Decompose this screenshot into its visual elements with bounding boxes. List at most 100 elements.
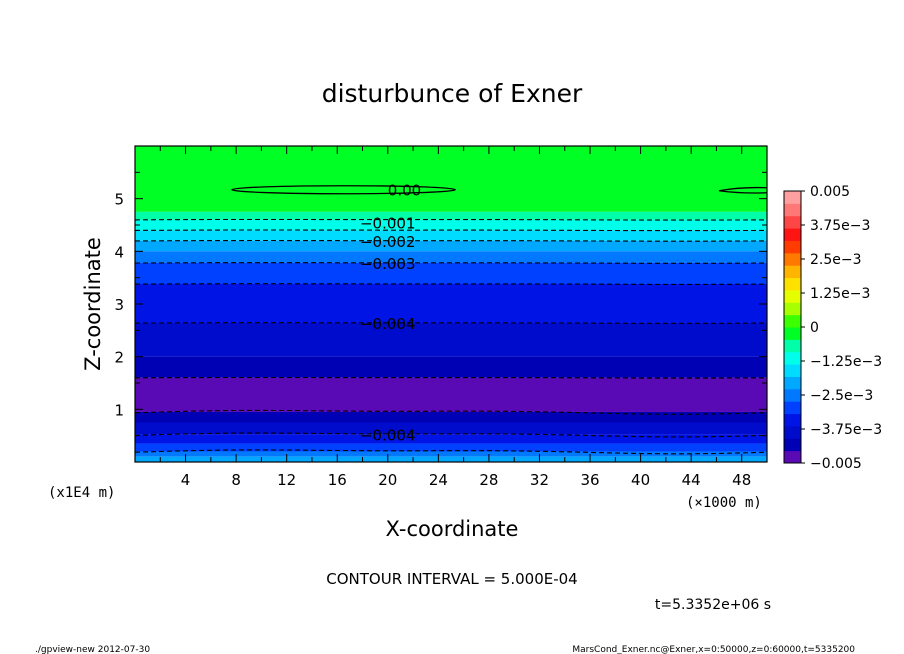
field-band-4 <box>135 240 767 252</box>
colorbar-cell-0 <box>784 450 801 464</box>
contour-lines <box>134 185 768 455</box>
y-tick-label: 3 <box>114 296 124 314</box>
dashed-contour-9 <box>134 449 768 455</box>
y-tick-label: 4 <box>114 243 124 261</box>
x-axis: 4 8 12 16 20 24 28 32 36 40 44 48 <box>159 146 768 489</box>
zero-contour-edge <box>718 186 768 194</box>
contour-interval-text: CONTOUR INTERVAL = 5.000E-04 <box>326 570 577 588</box>
colorbar-tick-label: −0.005 <box>810 456 862 472</box>
field-band-12 <box>135 422 767 435</box>
colorbar-tick-label: 0.005 <box>810 184 850 200</box>
colorbar-cell-12 <box>784 302 801 316</box>
contour-label-0: 0.00 <box>388 182 421 200</box>
field-band-0 <box>135 146 767 212</box>
colorbar-cell-9 <box>784 339 801 353</box>
x-tick-label: 28 <box>479 471 498 489</box>
colorbar-cell-20 <box>784 203 801 217</box>
field-band-2 <box>135 219 767 231</box>
colorbar-cell-21 <box>784 191 801 204</box>
x-tick-label: 16 <box>328 471 347 489</box>
x-axis-title: X-coordinate <box>386 517 519 541</box>
x-tick-label: 48 <box>732 471 751 489</box>
field-band-14 <box>135 443 767 452</box>
field-band-13 <box>135 434 767 444</box>
y-axis-title: Z-coordinate <box>81 237 105 371</box>
colorbar-cell-19 <box>784 215 801 229</box>
x-tick-label: 36 <box>580 471 599 489</box>
colorbar-tick-label: 3.75e−3 <box>810 218 870 234</box>
footer-right: MarsCond_Exner.nc@Exner,x=0:50000,z=0:60… <box>572 645 855 654</box>
contour-labels: 0.00 −0.001−0.002 −0.003 −0.004 −0.004 <box>360 182 421 445</box>
colorbar-cell-10 <box>784 327 801 340</box>
colorbar-tick-label: 0 <box>810 320 819 336</box>
y-axis: 1 2 3 4 5 <box>114 171 767 437</box>
time-label: t=5.3352e+06 s <box>655 597 771 613</box>
dashed-contour-4 <box>135 283 768 285</box>
colorbar-cell-8 <box>784 351 801 365</box>
colorbar-cell-3 <box>784 413 801 427</box>
colorbar-cell-15 <box>784 265 801 279</box>
colorbar-tick-label: −2.5e−3 <box>810 388 873 404</box>
dashed-contour-0 <box>134 218 767 221</box>
y-tick-label: 1 <box>114 401 124 419</box>
contour-label-1: −0.001 <box>360 214 416 232</box>
x-tick-label: 44 <box>682 471 701 489</box>
colorbar-cell-17 <box>784 240 801 254</box>
colorbar-tick-label: −1.25e−3 <box>810 354 882 370</box>
dashed-contour-6 <box>134 376 767 379</box>
colorbar-cell-11 <box>784 314 801 328</box>
dashed-contour-5 <box>134 322 767 324</box>
x-tick-label: 24 <box>429 471 448 489</box>
field-band-7 <box>135 283 767 323</box>
x-tick-label: 8 <box>231 471 241 489</box>
colorbar-cell-1 <box>784 438 801 452</box>
field-band-10 <box>135 377 767 412</box>
x-tick-label: 4 <box>181 471 191 489</box>
y-tick-label: 2 <box>114 349 124 367</box>
field-band-5 <box>135 251 767 263</box>
colorbar-cell-6 <box>784 376 801 390</box>
colorbar-cell-5 <box>784 388 801 402</box>
colorbar-tick-label: −3.75e−3 <box>810 422 882 438</box>
field-band-16 <box>135 456 767 462</box>
dashed-contour-3 <box>135 262 768 264</box>
field-band-15 <box>135 451 767 457</box>
colorbar-cell-7 <box>784 364 801 377</box>
contour-label-4: −0.004 <box>360 315 416 333</box>
colorbar-cell-13 <box>784 289 801 303</box>
x-unit-label: (×1000 m) <box>686 495 762 511</box>
field-band-8 <box>135 322 767 357</box>
colorbar-tick-label: 2.5e−3 <box>810 252 862 268</box>
field-band-3 <box>135 230 767 241</box>
dashed-contour-1 <box>134 229 768 232</box>
field-band-11 <box>135 411 767 423</box>
contour-label-3: −0.003 <box>360 255 416 273</box>
colorbar-cell-18 <box>784 228 801 241</box>
chart-title: disturbunce of Exner <box>322 79 583 108</box>
colorbar-cell-4 <box>784 401 801 415</box>
contour-label-2: −0.002 <box>360 233 416 251</box>
dashed-contour-7 <box>134 409 768 415</box>
field-band-9 <box>135 356 767 378</box>
footer-left: ./gpview-new 2012-07-30 <box>35 645 150 654</box>
zero-contour-loop <box>231 185 456 195</box>
contour-label-5: −0.004 <box>360 427 416 445</box>
x-tick-label: 20 <box>378 471 397 489</box>
y-unit-label: (x1E4 m) <box>48 485 115 501</box>
field-band-1 <box>135 211 767 220</box>
field-band-6 <box>135 262 767 284</box>
dashed-contour-8 <box>134 432 768 438</box>
x-tick-label: 12 <box>277 471 296 489</box>
x-tick-label: 32 <box>530 471 549 489</box>
colorbar-labels: 0.005 3.75e−3 2.5e−3 1.25e−3 0 −1.25e−3 −2.5e−… <box>801 184 882 472</box>
plot-area <box>135 146 767 462</box>
colorbar <box>783 190 802 464</box>
colorbar-cell-2 <box>784 425 801 439</box>
colorbar-tick-label: 1.25e−3 <box>810 286 870 302</box>
x-tick-label: 40 <box>631 471 650 489</box>
colorbar-cell-14 <box>784 277 801 291</box>
colorbar-cell-16 <box>784 252 801 266</box>
dashed-contour-2 <box>135 239 768 242</box>
y-tick-label: 5 <box>114 191 124 209</box>
